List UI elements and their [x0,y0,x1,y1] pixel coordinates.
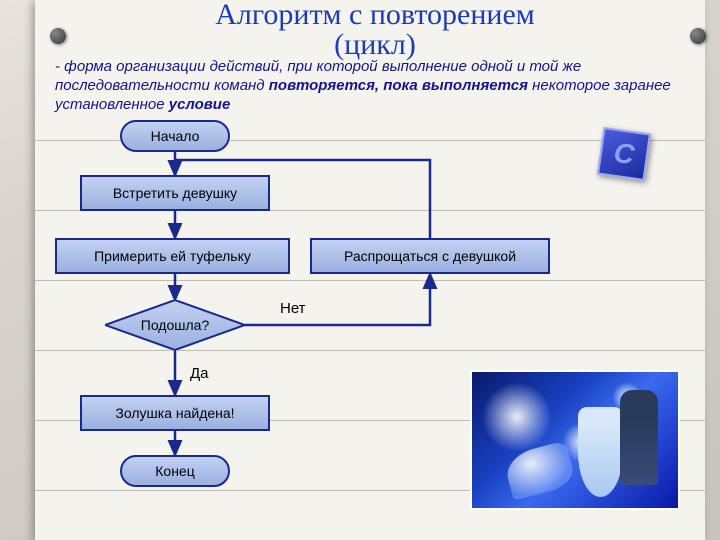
node-label: Подошла? [141,317,209,333]
node-label: Конец [155,463,194,479]
edge-label: Нет [280,300,306,317]
node-label: Начало [151,128,200,144]
flow-node-start: Начало [120,120,230,152]
flow-node-found: Золушка найдена! [80,395,270,431]
node-label: Золушка найдена! [115,405,234,421]
flow-node-end: Конец [120,455,230,487]
node-label: Встретить девушку [113,185,237,201]
flow-node-bye: Распрощаться с девушкой [310,238,550,274]
page-title: Алгоритм с повторением (цикл) [50,0,700,60]
edge-label: Да [190,365,209,382]
flow-node-fit: Подошла? [105,300,245,350]
title-line1: Алгоритм с повторением [215,0,535,31]
prince-figure [620,390,658,485]
def-bold1: повторяется, пока выполняется [269,77,528,94]
flow-node-meet: Встретить девушку [80,175,270,211]
node-label: Распрощаться с девушкой [344,248,516,264]
story-illustration [470,370,680,510]
node-label: Примерить ей туфельку [94,248,251,264]
definition-text: - форма организации действий, при которо… [55,58,695,114]
flow-edge [245,274,430,325]
cinderella-figure [578,407,623,497]
sparkle [482,382,552,452]
def-bold2: условие [169,96,231,113]
flow-node-try: Примерить ей туфельку [55,238,290,274]
title-line2: (цикл) [334,28,416,61]
